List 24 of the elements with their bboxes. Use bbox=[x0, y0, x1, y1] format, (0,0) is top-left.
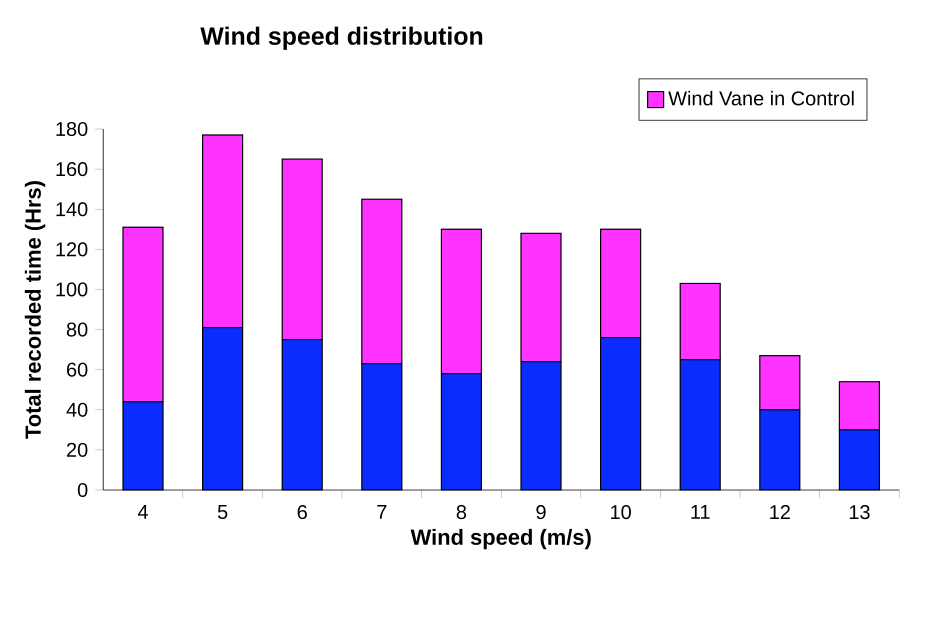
y-tick-label: 100 bbox=[56, 282, 88, 296]
x-tick-label: 12 bbox=[770, 505, 790, 519]
x-tick-label: 13 bbox=[850, 505, 870, 520]
x-axis-title: Wind speed (m/s) bbox=[410, 528, 591, 550]
x-tick-label: 6 bbox=[298, 505, 307, 520]
x-tick-label: 4 bbox=[138, 505, 148, 519]
x-tick-label: 7 bbox=[377, 505, 386, 519]
legend-label: Wind Vane in Control bbox=[668, 90, 854, 106]
y-tick-label: 160 bbox=[56, 162, 88, 176]
x-tick-label: 10 bbox=[611, 505, 631, 520]
x-tick-label: 11 bbox=[691, 505, 710, 519]
y-tick-label: 120 bbox=[56, 242, 88, 256]
y-tick-label: 60 bbox=[67, 362, 88, 377]
y-tick-label: 0 bbox=[78, 482, 88, 498]
chart-title: Wind speed distribution bbox=[200, 26, 482, 50]
y-tick-label: 180 bbox=[56, 122, 88, 136]
x-tick-label: 5 bbox=[218, 505, 228, 519]
x-tick-label: 9 bbox=[536, 505, 546, 520]
y-tick-label: 40 bbox=[66, 402, 88, 417]
y-tick-label: 80 bbox=[66, 322, 88, 337]
x-tick-label: 8 bbox=[456, 505, 466, 520]
y-axis-title: Total recorded time (Hrs) bbox=[24, 181, 46, 439]
y-tick-label: 20 bbox=[67, 442, 88, 457]
y-tick-label: 140 bbox=[56, 202, 88, 216]
